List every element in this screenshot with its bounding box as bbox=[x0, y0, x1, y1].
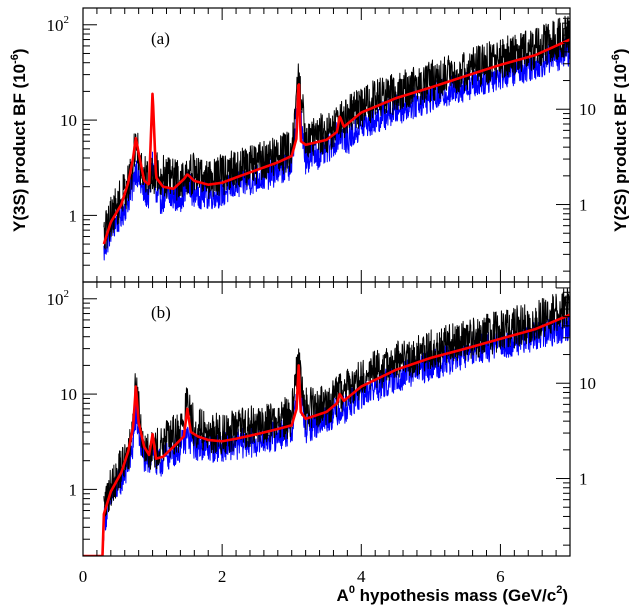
plot-frame-b bbox=[82, 281, 571, 557]
y-tick-label-sup-a: 2 bbox=[64, 14, 70, 26]
y-tick-label-right-a: 1 bbox=[579, 196, 588, 215]
y-tick-label-left-b: 10 bbox=[60, 385, 77, 404]
x-tick-label: 2 bbox=[218, 567, 227, 586]
x-axis-title-mid: hypothesis mass (GeV/c bbox=[355, 586, 556, 605]
plot-area-a bbox=[102, 15, 570, 261]
y-axis-title-left-end: ) bbox=[10, 48, 29, 54]
x-axis-title-end: ) bbox=[562, 586, 568, 605]
x-axis-title: A0 hypothesis mass (GeV/c2) bbox=[337, 584, 568, 605]
y-tick-label-sup-b: 2 bbox=[64, 288, 70, 300]
x-axis-title-sup2: 2 bbox=[556, 584, 562, 596]
y-axis-title-left: Υ(3S) product BF (10-6) bbox=[9, 48, 29, 232]
y-axis-title-left-sup: -6 bbox=[9, 54, 21, 64]
y-tick-label-left-b: 1 bbox=[69, 480, 78, 499]
y-tick-label-right-b: 1 bbox=[579, 470, 588, 489]
series-a-1 bbox=[102, 38, 570, 245]
y-axis-title-right: Υ(2S) product BF (10-6) bbox=[610, 48, 629, 232]
labels: Υ(3S) product BF (10-6) Υ(2S) product BF … bbox=[9, 48, 629, 605]
x-tick-label: 0 bbox=[79, 567, 88, 586]
x-tick-label: 4 bbox=[357, 567, 366, 586]
panel-b: 1 10 102 1 10 0 2 4 6 (b) bbox=[47, 281, 596, 586]
series-b-2 bbox=[103, 284, 570, 517]
y-tick-label-left-a: 102 bbox=[47, 14, 70, 35]
y-tick-label-left-a: 10 bbox=[60, 111, 77, 130]
y-tick-label-right-a: 10 bbox=[579, 100, 596, 119]
x-tick-label: 6 bbox=[496, 567, 505, 586]
y-tick-label-left-b: 102 bbox=[47, 288, 70, 309]
series-b-1 bbox=[83, 313, 570, 556]
panel-annotation-b: (b) bbox=[151, 303, 171, 322]
y-tick-label-left-a: 1 bbox=[69, 206, 78, 225]
y-tick-label-right-b: 10 bbox=[579, 374, 596, 393]
panel-a: 1 10 102 1 10 (a) bbox=[47, 7, 596, 283]
plot-area-b bbox=[83, 284, 570, 556]
y-axis-title-right-sup: -6 bbox=[610, 54, 622, 64]
panel-annotation-a: (a) bbox=[151, 29, 170, 48]
y-axis-title-right-end: ) bbox=[611, 48, 629, 54]
x-axis-title-sup: 0 bbox=[349, 584, 355, 596]
